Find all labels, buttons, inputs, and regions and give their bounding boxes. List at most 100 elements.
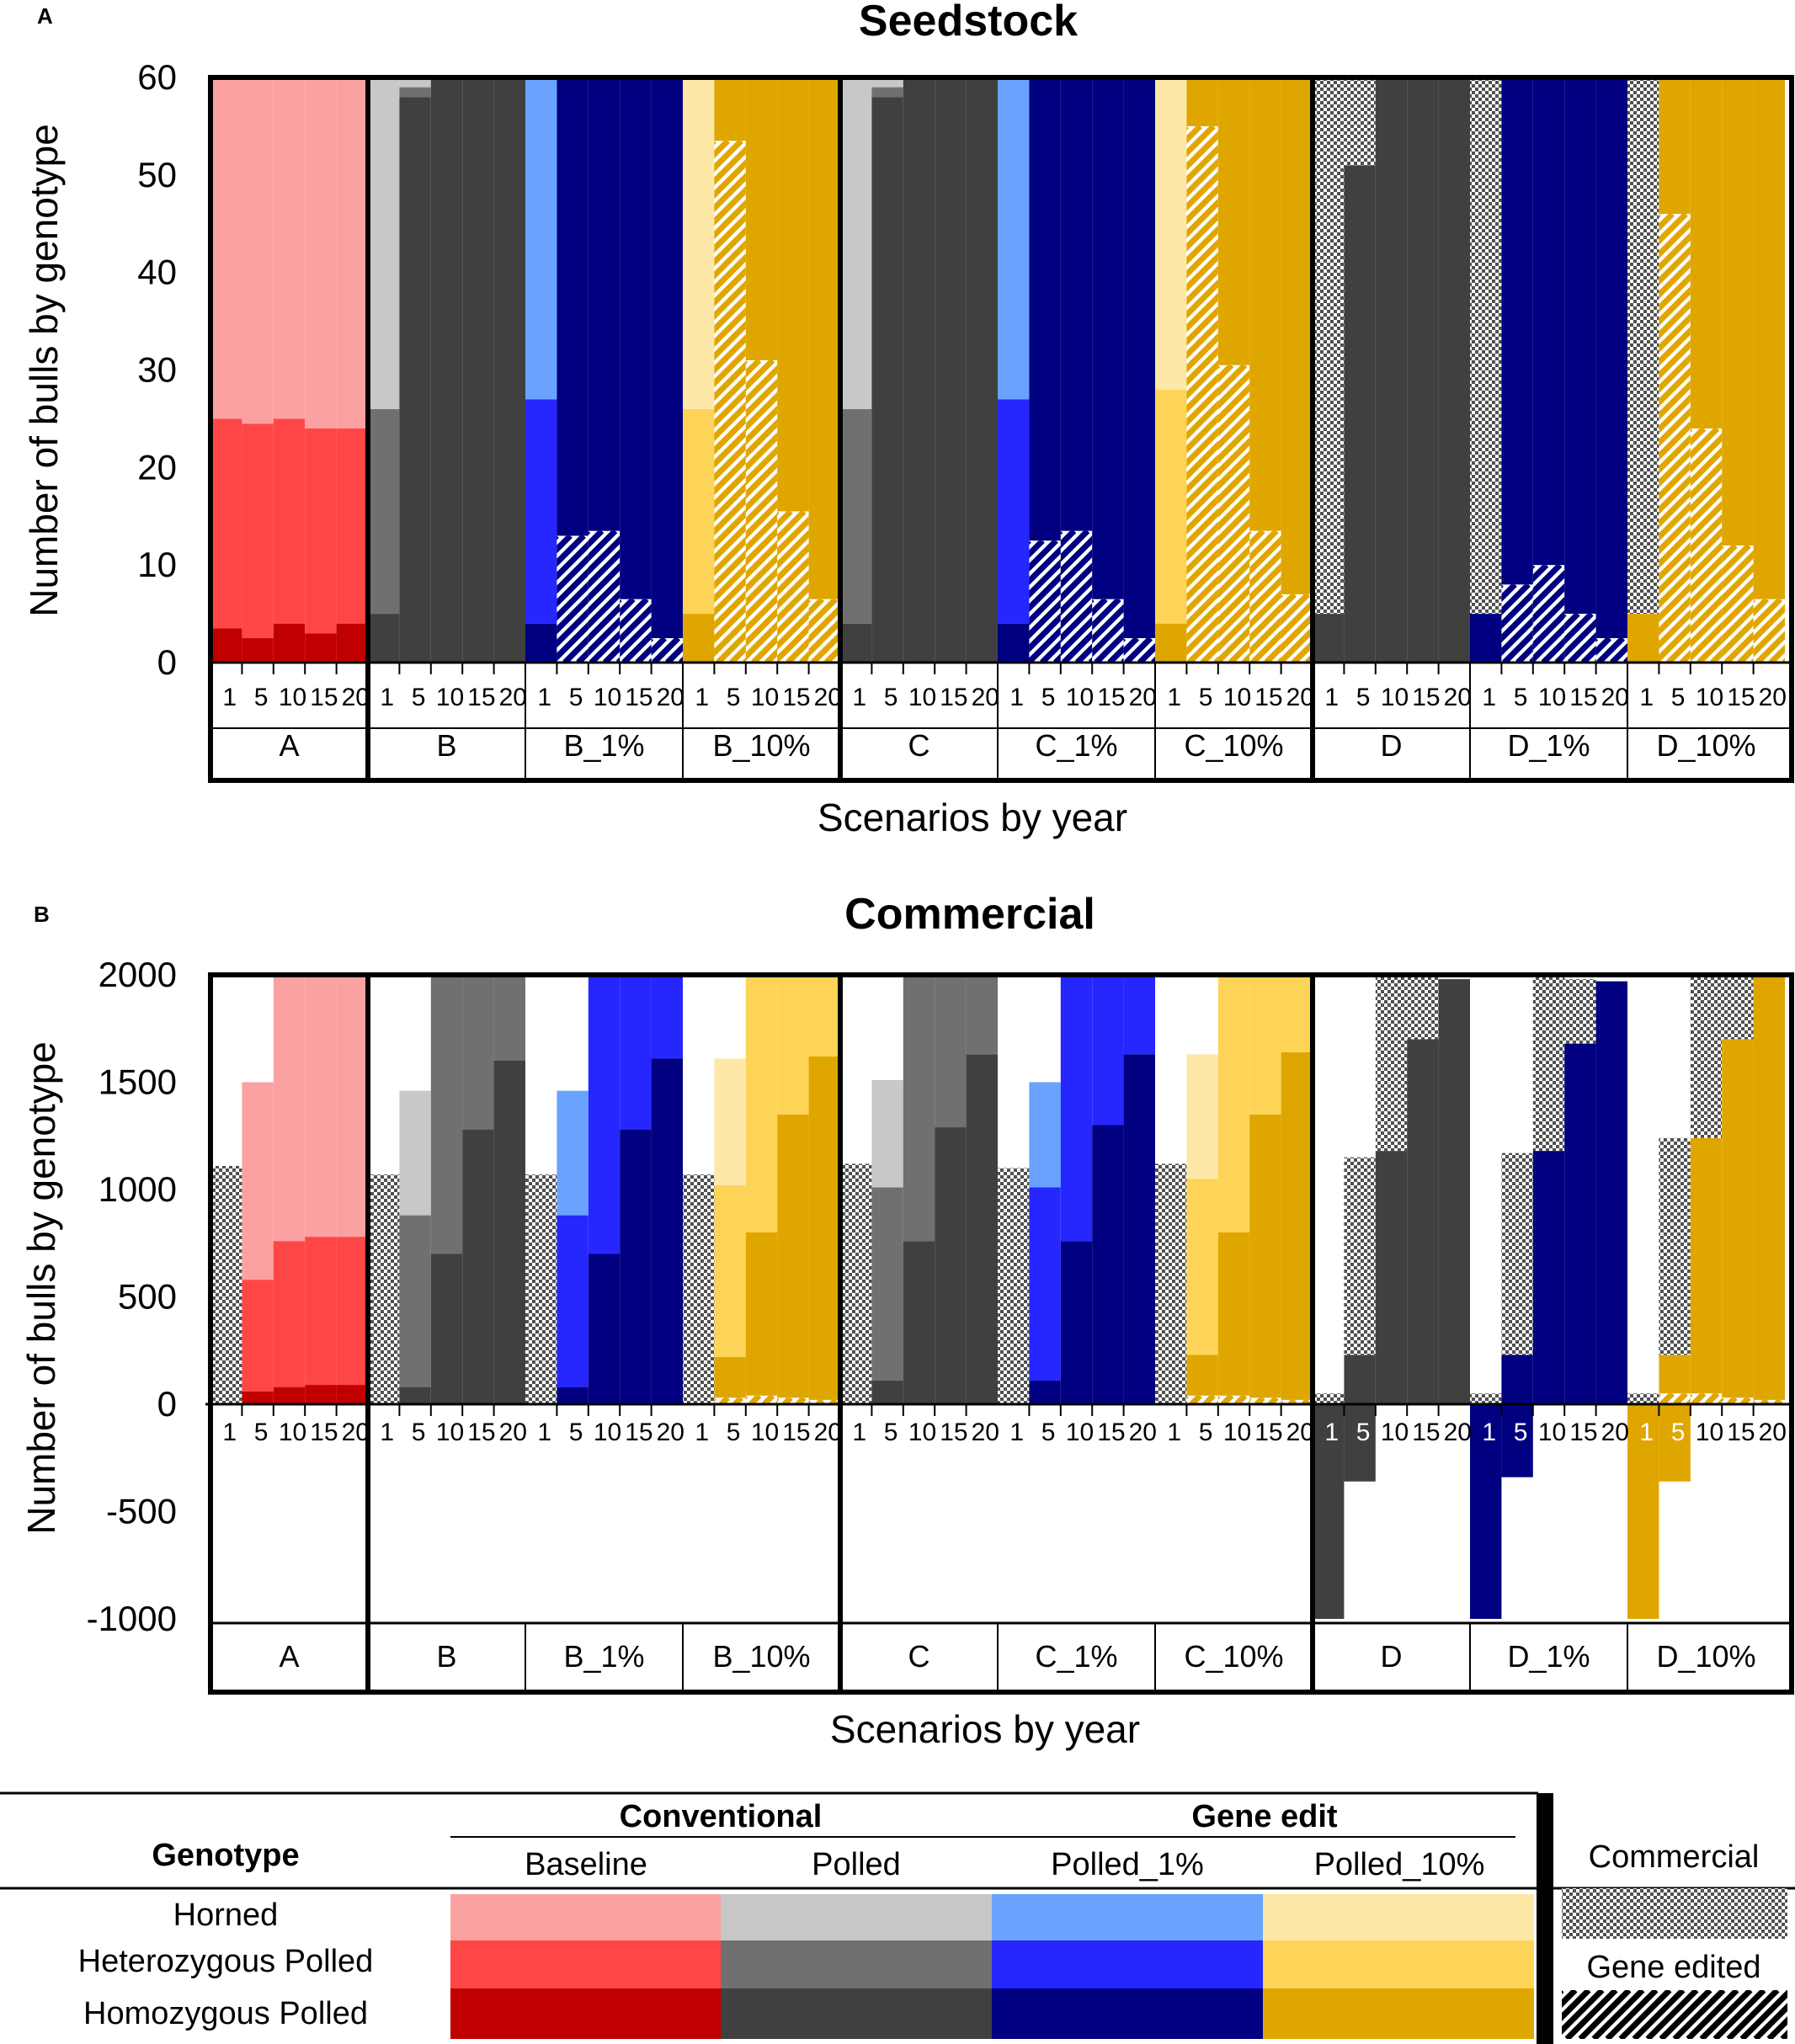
bar-c-1pct-y2-hom (1029, 77, 1061, 541)
bar-c-1pct-y4-ge-stripe (1092, 599, 1121, 631)
year-tick-label: 15 (1569, 684, 1597, 711)
legend-row-homozygous: Homozygous Polled (83, 1996, 368, 2031)
bar-c-10pct-y3-ge-stripe (1217, 585, 1250, 625)
bar-b-10pct-y3-het (745, 975, 778, 1232)
bar-c-10pct-y4-hom (1249, 1114, 1281, 1398)
bar-c-y1-cmhet (840, 1163, 872, 1275)
year-tick-label: 1 (380, 684, 394, 711)
bar-d-10pct-y5-ge-stripe (1768, 644, 1786, 663)
legend-gene-edited-pattern-stripe (1766, 2016, 1787, 2039)
bar-c-1pct-y5-hom (1123, 77, 1155, 639)
bar-d-10pct-y3-hom (1690, 1137, 1723, 1394)
bar-b-10pct-y3-ge-stripe (762, 1395, 775, 1405)
bar-c-10pct-y2-ge-stripe (1189, 1395, 1202, 1405)
year-tick-label: 20 (1286, 684, 1314, 711)
plot-frame (208, 972, 1794, 1695)
bar-c-1pct-y2-ge-stripe (1029, 545, 1061, 586)
bar-d-10pct-y3-ge-stripe (1691, 1393, 1707, 1404)
bar-c-1pct-y2-ge (1029, 540, 1061, 663)
bar-c-1pct-y4-ge-stripe (1092, 599, 1108, 617)
bar-b-10pct-y1-hom (683, 614, 715, 663)
bar-c-10pct-y2-ge-stripe (1202, 1395, 1216, 1405)
scenario-b-10pct-bars (683, 975, 840, 1405)
bar-b-y1-h (368, 77, 400, 409)
bar-b-10pct-y4-het (777, 975, 809, 1115)
bar-c-10pct-y2-ge-stripe (1186, 548, 1218, 588)
legend-gene-edited-pattern-stripe (1659, 1990, 1712, 2039)
bar-b-y5-hom (493, 77, 525, 663)
legend-swatch-polled-1pct-h (992, 1894, 1263, 1940)
bar-c-y1-h (840, 77, 872, 409)
y-tick-label: 0 (157, 1384, 177, 1424)
scenario-label-b-10pct: B_10% (712, 1639, 810, 1674)
legend-col-polled: Polled (812, 1847, 901, 1882)
legend-gene-edited-swatch (1562, 1990, 1787, 2039)
bar-d-10pct-y5-ge-stripe (1755, 631, 1786, 663)
bar-b-10pct-y4-ge-bg (777, 1397, 809, 1404)
bar-d-y2-cm (1344, 1157, 1376, 1355)
year-tick-label: 1 (1639, 1419, 1654, 1446)
year-tick-label: 5 (1514, 684, 1528, 711)
bar-b-1pct-y1-cmhom (525, 1275, 557, 1404)
bar-a-y2-het (242, 423, 274, 639)
year-tick-label: 5 (727, 1419, 741, 1446)
bar-d-1pct-y3-ge-stripe (1532, 623, 1565, 663)
year-tick-label: 15 (1727, 1419, 1755, 1446)
bar-c-10pct-y3-hom (1217, 1232, 1250, 1396)
legend-gene-edited-pattern-stripe (1562, 1990, 1591, 2021)
bar-a-y5-hom (336, 1385, 368, 1404)
year-tick-label: 15 (1097, 684, 1125, 711)
panel-a-ylabel: Number of bulls by genotype (22, 124, 66, 617)
bar-b-1pct-y2-ge-stripe (562, 635, 589, 663)
bar-b-10pct-y3-ge-stripe (745, 580, 778, 620)
bar-d-y3-cm (1375, 975, 1408, 1152)
year-tick-label: 15 (467, 684, 495, 711)
year-tick-label: 20 (499, 1419, 527, 1446)
bar-b-1pct-y4-ge-stripe (620, 604, 652, 644)
bar-c-10pct-y5-ge-stripe (1281, 594, 1297, 612)
bar-b-y4-hom (462, 1129, 494, 1404)
legend-gene-edited-pattern-stripe (1578, 1990, 1632, 2039)
bar-d-10pct-y2-ge-stripe (1686, 1397, 1691, 1404)
panel-b-ylabel: Number of bulls by genotype (19, 1041, 63, 1535)
bar-c-y1-het (840, 408, 872, 624)
bar-d-1pct-y3-ge-stripe (1532, 569, 1565, 610)
bar-b-10pct-y3-ge-stripe (745, 499, 778, 540)
legend-commercial-label: Commercial (1589, 1839, 1760, 1875)
legend-swatch-polled-hom (721, 1988, 992, 2039)
bar-b-y2-het (399, 87, 431, 98)
bar-c-1pct-y4-ge-stripe (1094, 631, 1124, 663)
scenario-b-bars (368, 77, 525, 663)
bar-d-10pct-y4-ge-stripe (1722, 617, 1754, 657)
bar-b-10pct-y4-ge-stripe (777, 624, 809, 663)
bar-d-10pct-y2-ge-stripe (1659, 555, 1691, 596)
year-tick-label: 5 (1199, 684, 1213, 711)
bar-d-10pct-y4-hom (1722, 77, 1754, 546)
legend-gene-edited-pattern-stripe (1564, 1990, 1618, 2039)
bar-c-10pct-y4-ge-bg (1249, 1397, 1281, 1404)
bar-d-10pct-y5-ge (1753, 599, 1786, 663)
bar-d-10pct-y2-ge-stripe (1659, 1393, 1675, 1404)
bar-c-1pct-y2-ge-stripe (1029, 585, 1061, 626)
bar-c-10pct-y2-ge-stripe (1186, 359, 1218, 400)
bar-b-10pct-y5-het (808, 975, 840, 1057)
legend-gene-edited-pattern-stripe (1591, 1990, 1645, 2039)
bar-b-10pct-y3-ge-stripe (745, 594, 778, 634)
bar-b-y2-het (399, 1215, 431, 1387)
bar-b-10pct-y5-ge-stripe (810, 631, 840, 663)
year-tick-label: 10 (908, 684, 936, 711)
bar-b-10pct-y2-hom (714, 77, 746, 141)
year-tick-label: 20 (499, 684, 527, 711)
bar-c-10pct-y5-ge-stripe (1281, 594, 1311, 625)
bar-d-10pct-y5-hom (1753, 77, 1785, 599)
bar-d-1pct-y3-hom (1532, 1151, 1565, 1404)
bar-c-1pct-y2-ge-stripe (1029, 572, 1061, 613)
bar-b-10pct-y5-hom (808, 77, 840, 599)
scenario-label-c-1pct: C_1% (1035, 1639, 1117, 1674)
year-tick-label: 1 (537, 684, 551, 711)
bar-a-y1-hom (210, 628, 242, 663)
bar-d-10pct-y2-ge-stripe (1659, 420, 1691, 461)
bar-d-10pct-y4-ge-bg (1722, 1397, 1754, 1404)
year-tick-label: 15 (1727, 684, 1755, 711)
bar-a-y4-h (305, 975, 337, 1238)
